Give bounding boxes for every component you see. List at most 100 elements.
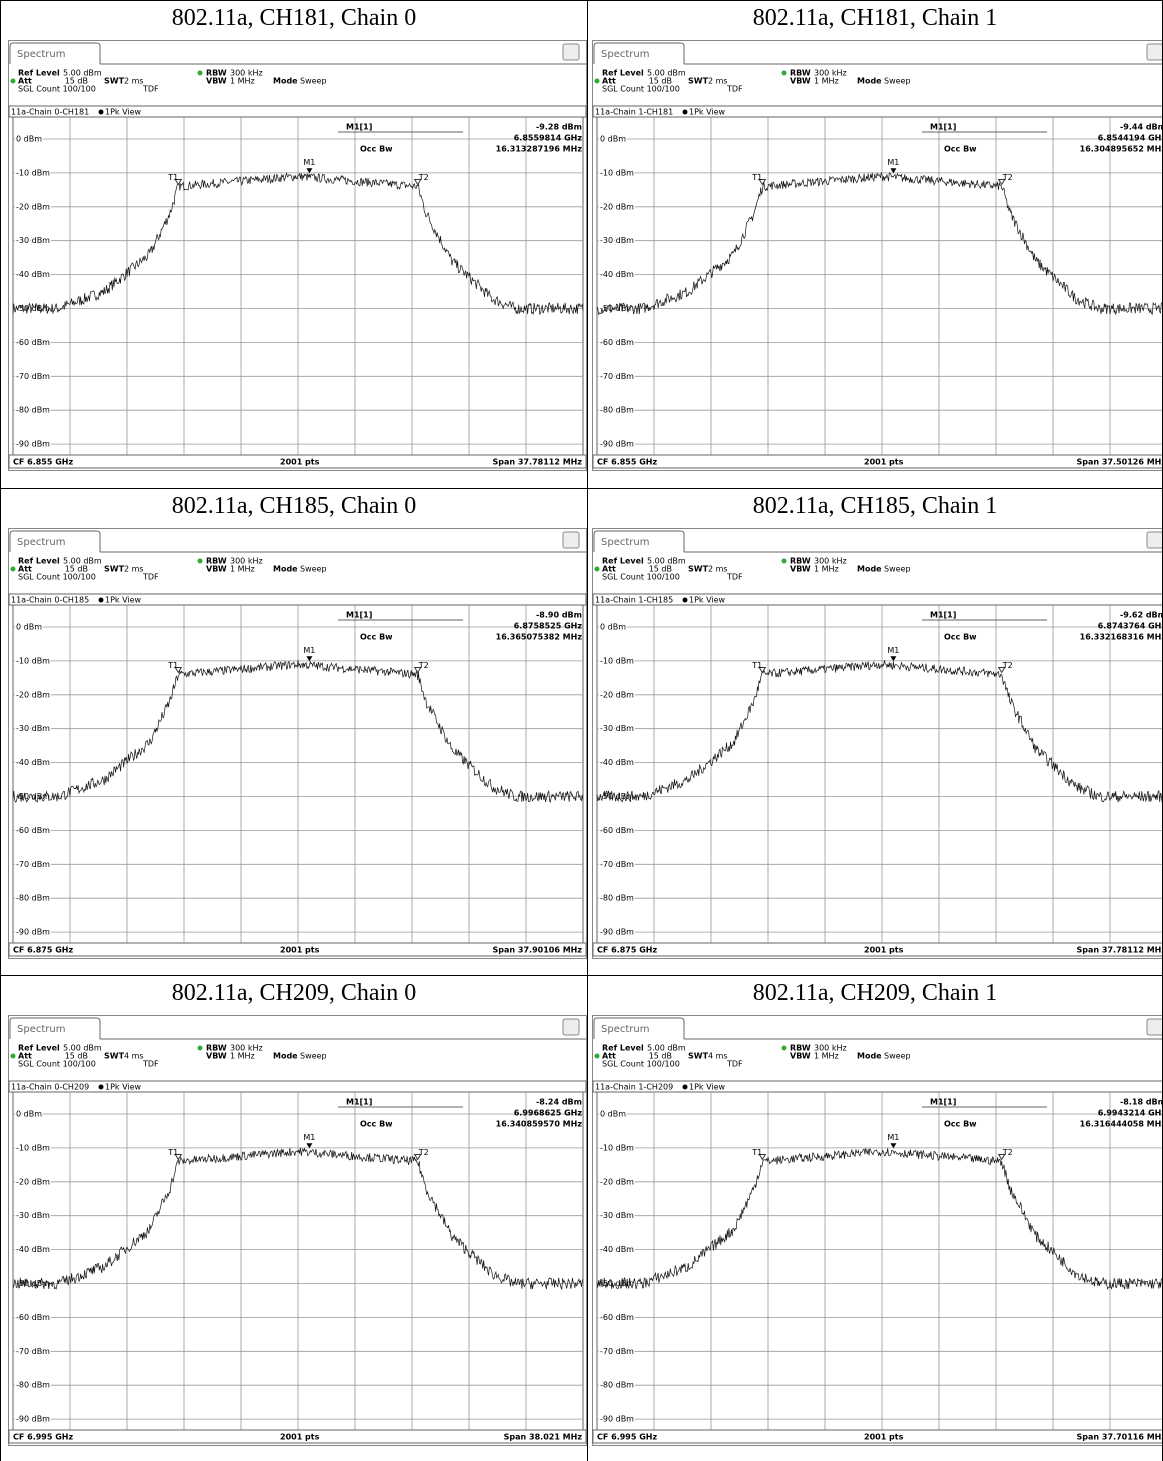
y-axis-label: -20 dBm <box>16 1177 50 1186</box>
t2-label: T2 <box>1002 173 1013 182</box>
mode-value: Sweep <box>884 565 911 574</box>
mode-label: Mode <box>273 1052 298 1061</box>
tdf: TDF <box>142 1060 159 1069</box>
y-axis-label: -60 dBm <box>16 1313 50 1322</box>
tdf: TDF <box>726 573 743 582</box>
sweep-points: 2001 pts <box>864 946 904 955</box>
y-axis-label: -30 dBm <box>16 1211 50 1220</box>
table-cell: 802.11a, CH185, Chain 1 Spectrum Ref Level… <box>587 488 1163 976</box>
spectrum-screenshot: Spectrum Ref Level 5.00 dBm RBW 300 kHz Att 15… <box>8 40 587 471</box>
mode-value: Sweep <box>884 77 911 86</box>
y-axis-label: -30 dBm <box>16 724 50 733</box>
table-cell: 802.11a, CH209, Chain 1 Spectrum Ref Level… <box>587 975 1163 1461</box>
table-cell: 802.11a, CH209, Chain 0 Spectrum Ref Level… <box>0 975 588 1461</box>
spectrum-screenshot: Spectrum Ref Level 5.00 dBm RBW 300 kHz Att 15… <box>592 528 1162 959</box>
rbw-dot <box>197 558 203 564</box>
tdf: TDF <box>726 85 743 94</box>
y-axis-label: 0 dBm <box>600 135 626 144</box>
att-dot <box>594 1053 600 1059</box>
marker-frequency: 6.9943214 GHz <box>1098 1109 1163 1118</box>
tab-label: Spectrum <box>17 1024 65 1035</box>
swt-label: SWT <box>104 1052 125 1061</box>
tab-label: Spectrum <box>601 1024 649 1035</box>
rbw-dot <box>197 70 203 76</box>
y-axis-label: -90 dBm <box>16 928 50 937</box>
y-axis-label: 0 dBm <box>16 1110 42 1119</box>
y-axis-label: -20 dBm <box>16 690 50 699</box>
view-dot <box>682 597 688 603</box>
swt-label: SWT <box>688 77 709 86</box>
rbw-label: RBW <box>790 69 811 78</box>
sweep-points: 2001 pts <box>280 946 320 955</box>
center-frequency: CF 6.875 GHz <box>13 946 73 955</box>
cell-heading: 802.11a, CH185, Chain 0 <box>171 493 417 519</box>
spectrum-trace <box>596 171 1162 316</box>
ref-level-value: 5.00 dBm <box>647 1044 686 1053</box>
rbw-value: 300 kHz <box>230 1044 263 1053</box>
y-axis-label: -70 dBm <box>16 372 50 381</box>
y-axis-label: -10 dBm <box>16 168 50 177</box>
footer-bar <box>8 1429 587 1444</box>
trace-bar <box>8 1080 587 1093</box>
swt-value: 2 ms <box>708 565 728 574</box>
t2-marker <box>413 178 422 186</box>
att-value: 15 dB <box>65 1052 88 1061</box>
tdf: TDF <box>142 573 159 582</box>
y-axis-label: -30 dBm <box>16 236 50 245</box>
y-axis-label: -60 dBm <box>600 826 634 835</box>
menu-icon <box>1146 1018 1162 1036</box>
trace-name: 11a-Chain 0-CH209 <box>11 1083 89 1092</box>
occ-bw-value: 16.365075382 MHz <box>496 633 583 642</box>
view-label: 1Pk View <box>689 1083 726 1092</box>
y-axis-label: -20 dBm <box>16 202 50 211</box>
view-label: 1Pk View <box>689 108 726 117</box>
occ-bw-label: Occ Bw <box>360 633 393 642</box>
spectrum-trace <box>12 1147 584 1291</box>
view-dot <box>682 109 688 115</box>
y-axis-label: -70 dBm <box>16 1347 50 1356</box>
att-dot <box>10 566 16 572</box>
t2-label: T2 <box>418 1148 429 1157</box>
center-frequency: CF 6.855 GHz <box>13 458 73 467</box>
y-axis-label: 0 dBm <box>16 623 42 632</box>
ref-level-label: Ref Level <box>602 69 644 78</box>
tab <box>9 530 101 552</box>
t1-marker <box>174 178 183 186</box>
y-axis-label: -70 dBm <box>600 1347 634 1356</box>
trace-bar <box>8 593 587 606</box>
occ-bw-label: Occ Bw <box>944 633 977 642</box>
marker-level: -8.24 dBm <box>536 1098 582 1107</box>
vbw-label: VBW <box>206 77 227 86</box>
att-label: Att <box>602 77 616 86</box>
att-value: 15 dB <box>649 565 672 574</box>
y-axis-label: -40 dBm <box>600 270 634 279</box>
marker-frequency: 6.8559814 GHz <box>514 134 583 143</box>
m1-label: M1 <box>303 646 315 655</box>
y-axis-label: -30 dBm <box>600 724 634 733</box>
cell-heading: 802.11a, CH209, Chain 0 <box>171 980 417 1006</box>
att-label: Att <box>602 565 616 574</box>
mode-label: Mode <box>273 77 298 86</box>
swt-label: SWT <box>104 77 125 86</box>
tab <box>593 42 685 64</box>
spectrum-trace <box>12 171 584 316</box>
mode-value: Sweep <box>300 565 327 574</box>
rbw-value: 300 kHz <box>230 557 263 566</box>
m1-marker <box>306 656 313 662</box>
marker-title: M1[1] <box>346 123 372 132</box>
rbw-dot <box>781 70 787 76</box>
view-label: 1Pk View <box>105 1083 142 1092</box>
m1-label: M1 <box>303 1133 315 1142</box>
ref-level-value: 5.00 dBm <box>63 557 102 566</box>
y-axis-label: -30 dBm <box>600 1211 634 1220</box>
t1-marker <box>174 1153 183 1161</box>
y-axis-label: -20 dBm <box>600 690 634 699</box>
spectrum-screenshot: Spectrum Ref Level 5.00 dBm RBW 300 kHz Att 15… <box>592 1015 1163 1446</box>
y-axis-label: -40 dBm <box>16 1245 50 1254</box>
m1-label: M1 <box>887 158 899 167</box>
swt-value: 4 ms <box>124 1052 144 1061</box>
cell-heading: 802.11a, CH209, Chain 1 <box>752 980 998 1006</box>
vbw-label: VBW <box>206 565 227 574</box>
vbw-label: VBW <box>790 565 811 574</box>
spectrum-screenshot: Spectrum Ref Level 5.00 dBm RBW 300 kHz Att 15… <box>8 528 587 959</box>
